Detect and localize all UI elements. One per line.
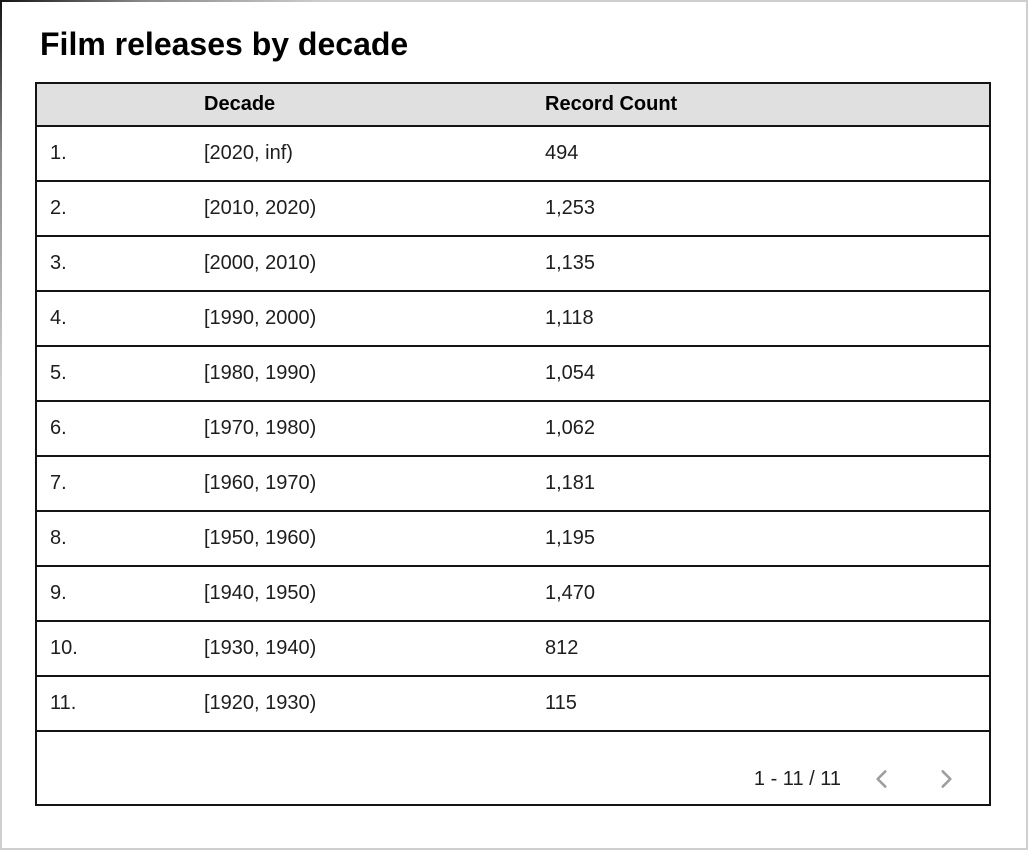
pagination-prev-button[interactable]	[863, 760, 901, 798]
row-index-cell: 3.	[50, 252, 67, 274]
table-row: 11. [1920, 1930) 115	[37, 677, 989, 732]
chevron-left-icon	[869, 766, 895, 792]
row-decade-cell: [1940, 1950)	[204, 582, 317, 604]
row-count-cell: 115	[545, 692, 577, 714]
row-decade-cell: [2000, 2010)	[204, 252, 317, 274]
table-row: 10. [1930, 1940) 812	[37, 622, 989, 677]
row-decade-cell: [1930, 1940)	[204, 637, 317, 659]
row-index-cell: 9.	[50, 582, 67, 604]
table-body: 1. [2020, inf) 494 2. [2010, 2020) 1,253…	[37, 127, 989, 732]
row-decade-cell: [1990, 2000)	[204, 307, 317, 329]
row-count-cell: 1,054	[545, 362, 596, 384]
table-row: 8. [1950, 1960) 1,195	[37, 512, 989, 567]
table-header-row: Decade Record Count	[37, 84, 989, 127]
row-count-cell: 1,135	[545, 252, 596, 274]
row-index-cell: 4.	[50, 307, 67, 329]
row-index-cell: 10.	[50, 637, 78, 659]
row-count-cell: 1,470	[545, 582, 596, 604]
table-row: 5. [1980, 1990) 1,054	[37, 347, 989, 402]
window-border-right	[1026, 0, 1028, 850]
row-count-cell: 1,195	[545, 527, 596, 549]
row-count-cell: 1,253	[545, 197, 596, 219]
table-row: 7. [1960, 1970) 1,181	[37, 457, 989, 512]
page-title: Film releases by decade	[40, 26, 409, 62]
table-footer: 1 - 11 / 11	[37, 732, 989, 804]
row-index-cell: 1.	[50, 142, 67, 164]
row-index-cell: 8.	[50, 527, 67, 549]
row-count-cell: 1,181	[545, 472, 596, 494]
row-count-cell: 812	[545, 637, 579, 659]
row-decade-cell: [2010, 2020)	[204, 197, 317, 219]
table-row: 9. [1940, 1950) 1,470	[37, 567, 989, 622]
row-index-cell: 11.	[50, 692, 77, 714]
pagination-range-label: 1 - 11 / 11	[753, 767, 841, 790]
row-index-cell: 5.	[50, 362, 67, 384]
data-table: Decade Record Count 1. [2020, inf) 494 2…	[35, 82, 991, 806]
row-decade-cell: [1980, 1990)	[204, 362, 317, 384]
row-count-cell: 1,118	[545, 307, 594, 329]
row-decade-cell: [1920, 1930)	[204, 692, 317, 714]
table-row: 1. [2020, inf) 494	[37, 127, 989, 182]
pagination-next-button[interactable]	[927, 760, 965, 798]
table-row: 3. [2000, 2010) 1,135	[37, 237, 989, 292]
table-row: 4. [1990, 2000) 1,118	[37, 292, 989, 347]
row-count-cell: 494	[545, 142, 579, 164]
table-row: 2. [2010, 2020) 1,253	[37, 182, 989, 237]
row-count-cell: 1,062	[545, 417, 596, 439]
row-decade-cell: [2020, inf)	[204, 142, 293, 164]
chevron-right-icon	[933, 766, 959, 792]
window-border-bottom	[0, 848, 1028, 850]
window-border-top	[0, 0, 1028, 2]
row-decade-cell: [1960, 1970)	[204, 472, 317, 494]
row-index-cell: 6.	[50, 417, 67, 439]
table-header-record-count[interactable]: Record Count	[545, 93, 678, 115]
window-border-left	[0, 0, 2, 850]
row-index-cell: 7.	[50, 472, 67, 494]
table-row: 6. [1970, 1980) 1,062	[37, 402, 989, 457]
row-index-cell: 2.	[50, 197, 67, 219]
table-header-decade[interactable]: Decade	[204, 93, 276, 115]
row-decade-cell: [1970, 1980)	[204, 417, 317, 439]
row-decade-cell: [1950, 1960)	[204, 527, 317, 549]
